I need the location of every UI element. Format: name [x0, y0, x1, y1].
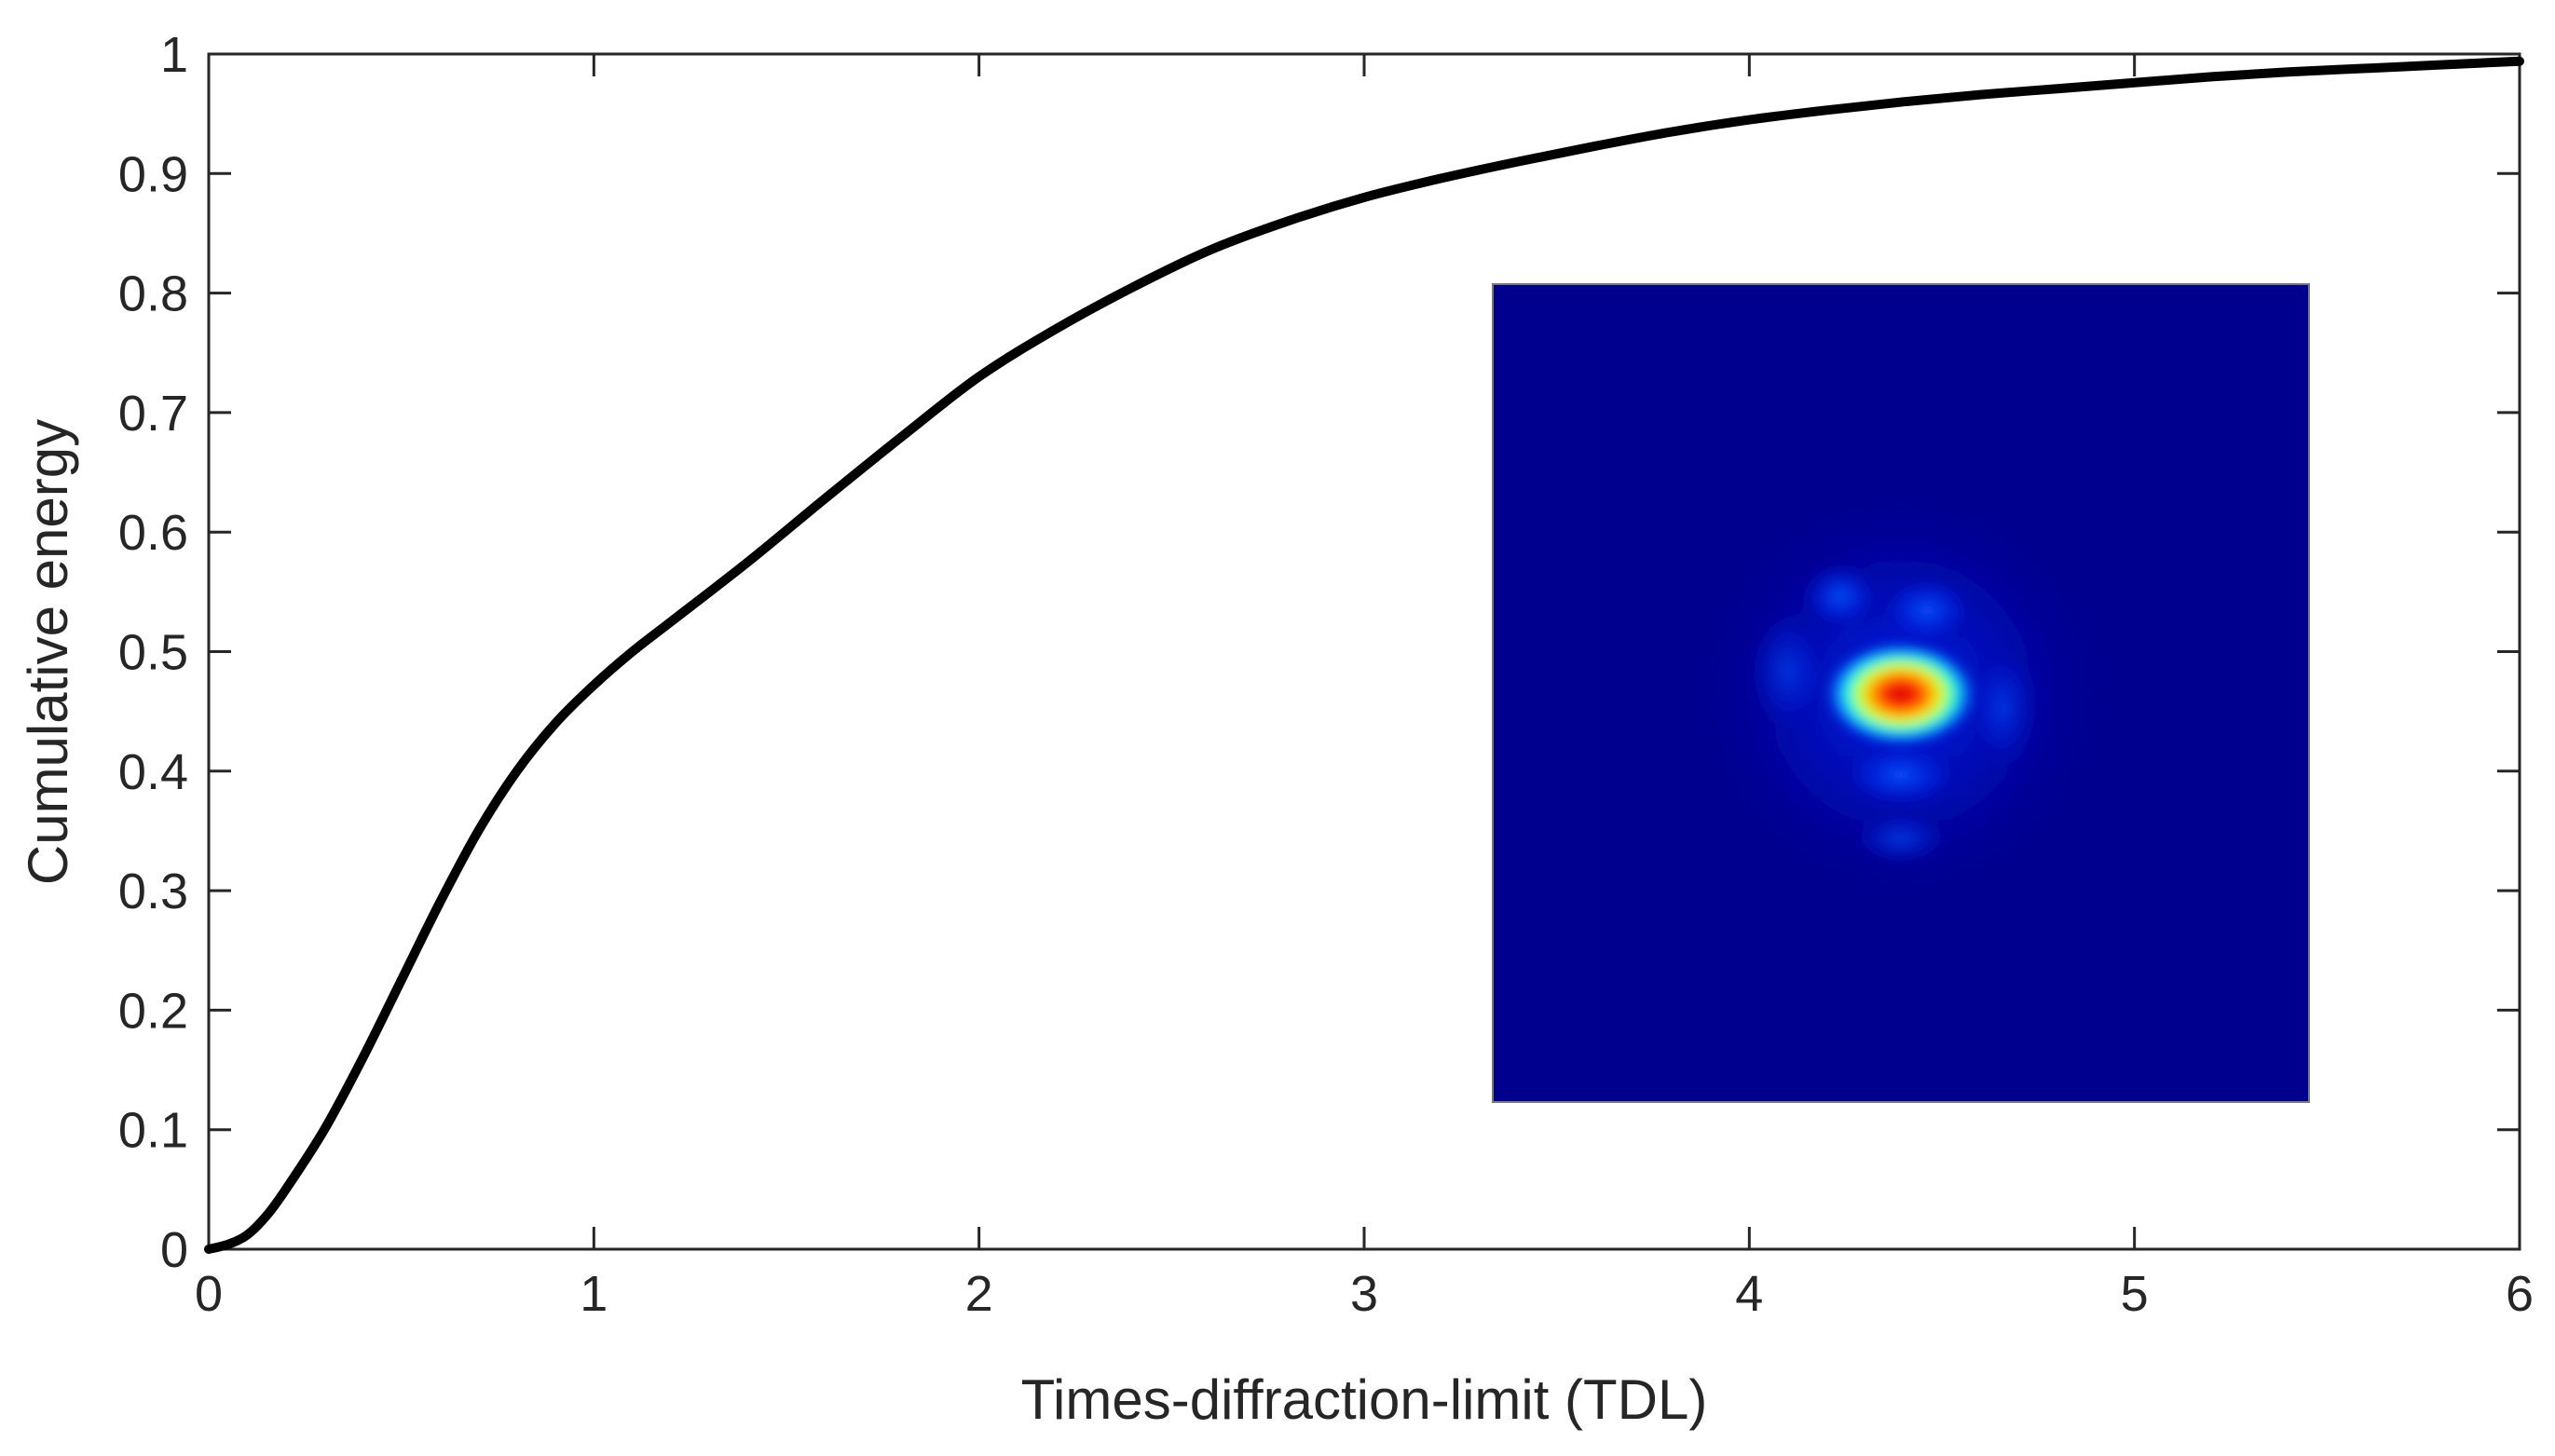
x-tick-label: 5 [2121, 1266, 2149, 1322]
y-tick-label: 0 [160, 1222, 188, 1278]
y-tick-label: 0.6 [118, 505, 188, 561]
y-axis-label: Cumulative energy [17, 419, 79, 885]
inset-heatmap [1492, 283, 2310, 1103]
x-tick-labels: 0 1 2 3 4 5 6 [195, 1266, 2534, 1322]
x-axis-label: Times-diffraction-limit (TDL) [1021, 1368, 1708, 1431]
y-tick-label: 0.4 [118, 744, 188, 800]
inset-side-lobe [1798, 561, 1882, 632]
y-tick-label: 0.9 [118, 146, 188, 202]
inset-side-lobe [1836, 740, 1966, 810]
x-tick-label: 1 [580, 1266, 608, 1322]
y-tick-label: 0.3 [118, 864, 188, 919]
y-tick-label: 0.7 [118, 386, 188, 442]
y-tick-label: 0.2 [118, 983, 188, 1039]
inset-side-lobe [1966, 643, 2041, 773]
x-tick-label: 6 [2506, 1266, 2534, 1322]
y-tick-label: 0.1 [118, 1103, 188, 1159]
x-tick-label: 2 [965, 1266, 993, 1322]
x-tick-label: 3 [1350, 1266, 1378, 1322]
axis-ticks [207, 52, 2521, 1251]
series-line [204, 56, 2524, 1254]
inset-side-lobe [1850, 810, 1952, 866]
y-tick-labels: 0 0.1 0.2 0.3 0.4 0.5 0.6 0.7 0.8 0.9 1 [118, 27, 188, 1278]
x-tick-label: 0 [195, 1266, 223, 1322]
x-tick-label: 4 [1735, 1266, 1763, 1322]
inset-side-lobe [1745, 606, 1829, 736]
y-tick-label: 1 [160, 27, 188, 83]
y-tick-label: 0.8 [118, 266, 188, 322]
inset-side-lobe [1876, 573, 1978, 647]
y-tick-label: 0.5 [118, 625, 188, 681]
inset-peak [1822, 640, 1980, 748]
